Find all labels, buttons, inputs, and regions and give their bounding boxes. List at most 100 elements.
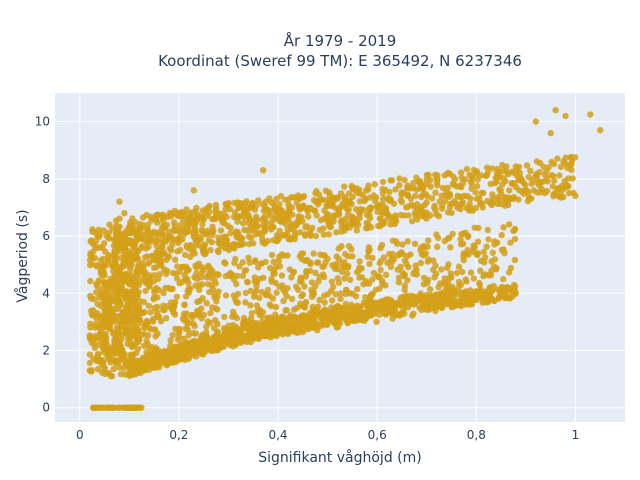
data-point-2889 [461,289,468,296]
data-point-1876 [288,274,295,281]
data-point-1871 [242,267,250,274]
data-point-763 [222,234,229,241]
data-point-859 [497,200,504,208]
data-point-459 [474,176,481,183]
data-point-1933 [273,263,280,271]
data-point-3328 [122,324,129,331]
data-point-2914 [427,304,435,312]
data-point-804 [562,183,569,191]
data-point-1163 [295,286,302,293]
data-point-1829 [212,280,219,287]
data-point-2803 [472,288,479,296]
data-point-1957 [321,292,328,299]
data-point-1680 [245,254,252,261]
data-point-1868 [324,255,331,262]
data-point-3309 [96,294,103,301]
data-point-2815 [273,332,280,340]
data-point-1686 [407,251,414,258]
data-point-3317 [90,355,97,362]
data-point-1914 [341,259,348,266]
data-point-949 [517,174,524,182]
data-point-1812 [211,294,218,301]
data-point-814 [112,217,120,224]
data-point-3082 [111,253,119,261]
data-point-923 [284,230,291,238]
data-point-461 [561,177,568,185]
data-point-1277 [221,313,228,321]
y-tick-label-5: 10 [35,115,50,129]
y-tick-label-3: 6 [42,229,50,243]
data-point-1979 [453,269,461,277]
data-point-946 [312,198,319,205]
data-point-1884 [467,269,475,276]
data-point-1054 [476,194,483,202]
data-point-1970 [376,260,383,267]
data-point-920 [464,193,471,200]
data-point-1004 [292,230,299,237]
data-point-1830 [146,283,153,290]
data-point-1090 [242,289,249,297]
data-point-1709 [150,294,158,301]
data-point-939 [342,215,350,222]
data-point-755 [160,212,168,219]
data-point-826 [297,204,304,212]
data-point-613 [145,259,153,266]
data-point-1121 [301,283,308,290]
data-point-1550 [242,299,249,306]
data-point-1922 [365,248,372,255]
data-point-905 [162,238,170,245]
data-point-294 [396,182,403,189]
data-point-1239 [483,243,490,250]
data-point-3342 [587,111,594,118]
data-point-1976 [212,305,219,312]
data-point-67 [557,163,565,171]
data-point-1293 [171,311,179,318]
data-point-911 [427,183,434,190]
data-point-3232 [113,234,120,242]
data-point-3315 [100,323,108,331]
data-point-3213 [123,259,130,266]
data-point-925 [205,204,212,211]
data-point-1216 [207,319,214,327]
data-point-323 [127,266,134,274]
data-point-990 [312,207,319,215]
data-point-1799 [494,239,501,246]
data-point-3343 [597,127,604,134]
data-point-1000 [240,203,247,211]
data-point-881 [287,236,294,243]
data-point-3243 [101,370,109,378]
data-point-1478 [446,234,453,241]
data-point-582 [343,205,350,212]
data-point-489 [307,230,314,237]
data-point-1824 [376,273,383,281]
data-point-1758 [181,301,188,309]
data-point-2942 [264,317,272,324]
data-point-791 [378,208,385,215]
data-point-1539 [482,254,489,261]
data-point-3252 [87,277,94,285]
data-point-1831 [397,263,404,270]
data-point-2022 [198,305,205,312]
data-point-2931 [435,301,443,308]
data-point-3189 [134,364,141,372]
data-point-1978 [159,306,167,314]
data-point-1910 [480,272,487,280]
data-point-1583 [447,244,454,251]
data-point-840 [250,226,258,233]
data-point-2013 [441,281,449,289]
data-point-3273 [133,338,140,345]
data-point-3224 [95,351,102,358]
data-point-3240 [115,358,122,366]
data-point-771 [478,172,485,179]
data-point-3325 [94,300,101,308]
data-point-2843 [143,354,151,361]
data-point-888 [512,184,520,191]
data-point-1937 [262,291,270,298]
data-point-2006 [240,314,248,322]
data-point-2680 [193,353,200,360]
data-point-1003 [294,218,301,225]
data-point-1108 [354,285,361,293]
data-point-1692 [489,249,496,256]
data-point-3293 [128,343,136,351]
data-point-3209 [90,296,98,303]
